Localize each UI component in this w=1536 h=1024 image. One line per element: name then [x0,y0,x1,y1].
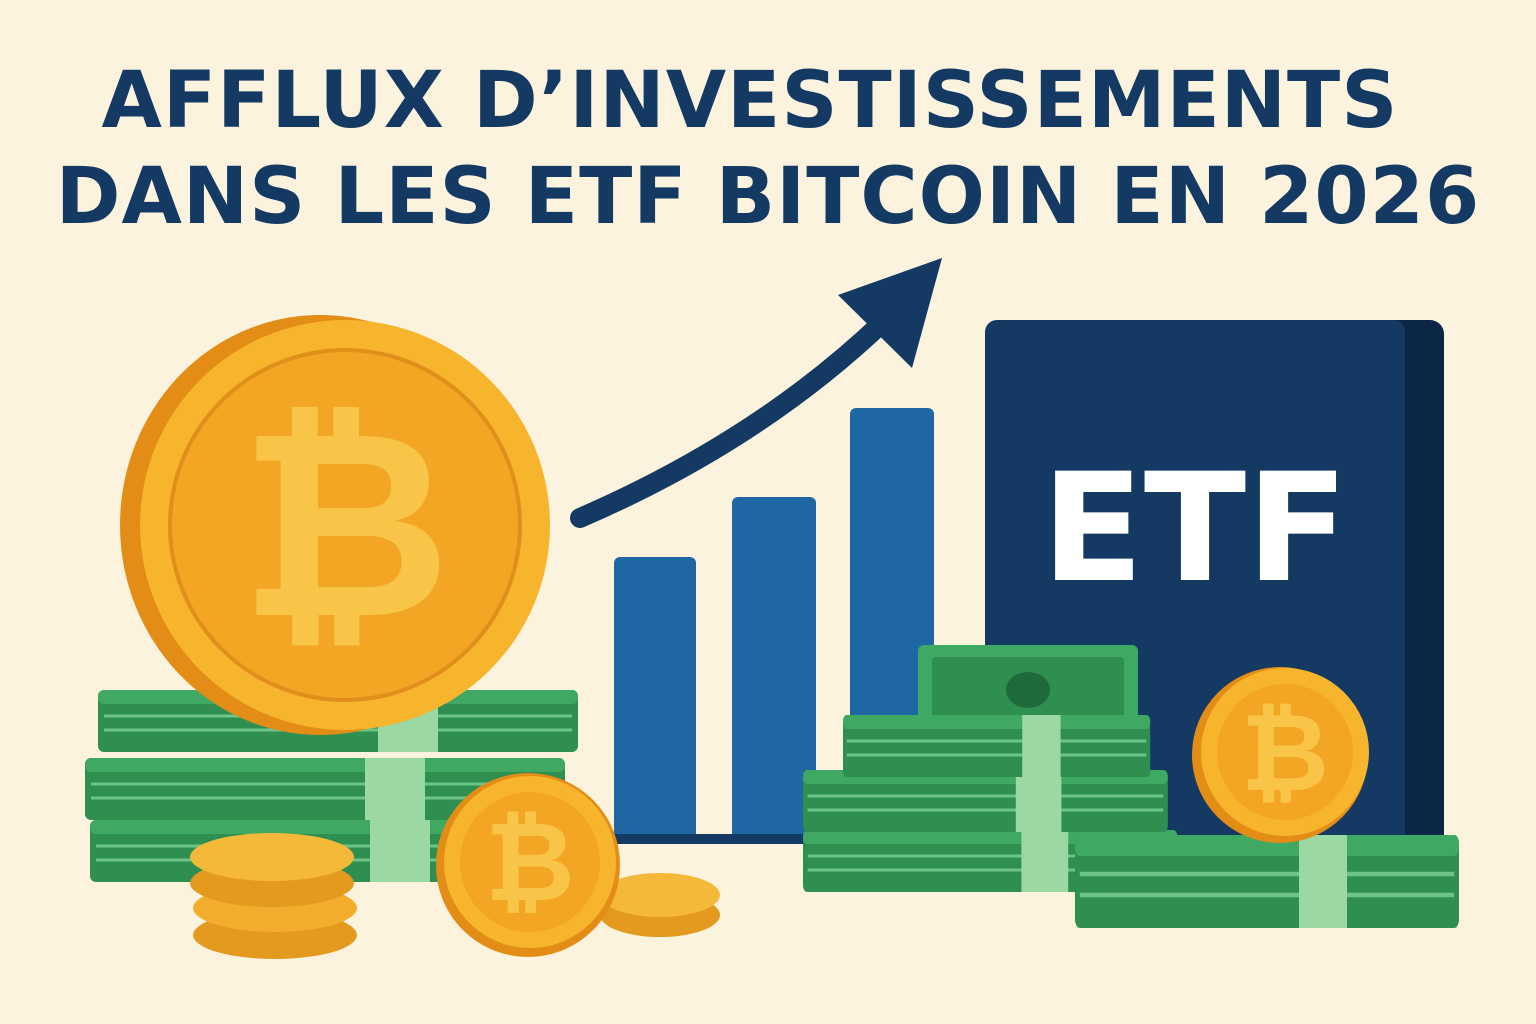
svg-text:₿: ₿ [1241,691,1329,816]
svg-text:₿: ₿ [239,375,451,677]
svg-text:₿: ₿ [485,798,575,926]
banknote-stack-icon [801,645,1459,928]
bitcoin-coin-icon: ₿ [1192,667,1369,843]
bitcoin-coin-icon: ₿ [120,315,550,735]
bar-2 [732,497,816,842]
bar-1 [614,557,696,842]
title-line-1: AFFLUX D’INVESTISSEMENTS [101,56,1399,146]
title-line-2: DANS LES ETF BITCOIN EN 2026 [55,152,1481,242]
coin-stack-icon [190,833,720,959]
bitcoin-coin-icon: ₿ [436,773,620,957]
trend-arrow-icon [570,258,942,528]
etf-label: ETF [1041,442,1348,616]
